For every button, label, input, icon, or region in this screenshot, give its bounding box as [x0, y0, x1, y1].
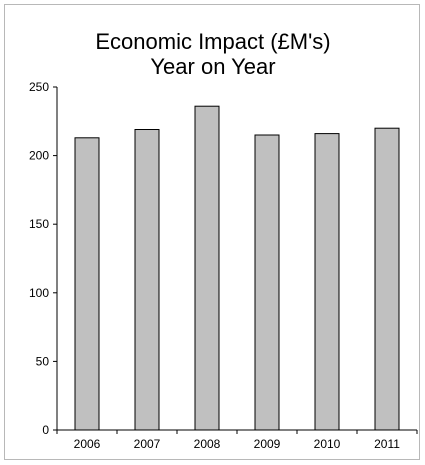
x-axis-ticks: 2006 2007 2008 2009 2010 2011 — [56, 430, 418, 451]
chart-title-line-2: Year on Year — [150, 54, 275, 79]
chart-title-line-1: Economic Impact (£M's) — [95, 29, 330, 54]
y-tick-label: 200 — [29, 149, 49, 163]
bar-2009 — [254, 134, 280, 431]
bar-2008 — [194, 105, 220, 431]
x-tick-label: 2007 — [134, 437, 161, 451]
y-tick-label: 100 — [29, 286, 49, 300]
y-tick-label: 0 — [42, 423, 49, 437]
bar-2007 — [134, 129, 160, 431]
chart-frame: Economic Impact (£M's) Year on Year 0 50 1… — [4, 4, 420, 460]
x-tick-label: 2011 — [374, 437, 400, 451]
x-tick-label: 2006 — [74, 437, 101, 451]
axes-layer — [56, 87, 417, 431]
bar-chart: Economic Impact (£M's) Year on Year 0 50 1… — [29, 29, 418, 451]
y-axis-ticks: 0 50 100 150 200 250 — [29, 80, 57, 437]
x-tick-label: 2008 — [194, 437, 221, 451]
bar-2011 — [374, 127, 400, 431]
y-tick-label: 250 — [29, 80, 49, 94]
x-tick-label: 2009 — [254, 437, 281, 451]
bar-2006 — [74, 137, 100, 431]
x-tick-label: 2010 — [314, 437, 341, 451]
y-tick-label: 150 — [29, 217, 49, 231]
bars-layer — [74, 105, 400, 431]
y-tick-label: 50 — [36, 354, 50, 368]
chart-title: Economic Impact (£M's) Year on Year — [95, 29, 330, 79]
bar-2010 — [314, 133, 340, 431]
